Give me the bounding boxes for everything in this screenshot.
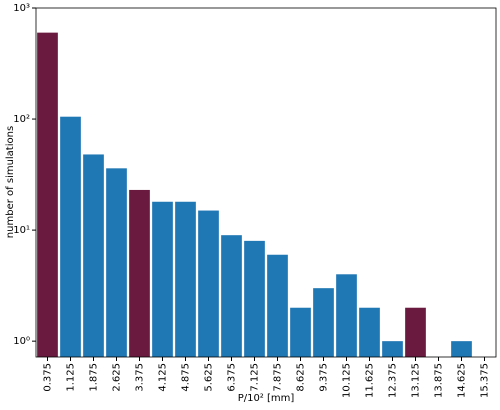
x-tick-label: 1.125 bbox=[66, 363, 77, 392]
bar bbox=[451, 341, 472, 357]
x-tick-label: 11.625 bbox=[365, 363, 376, 398]
y-tick-label: 10⁰ bbox=[13, 336, 30, 347]
bar bbox=[152, 201, 173, 357]
y-tick-label: 10² bbox=[13, 114, 30, 125]
bar bbox=[83, 154, 104, 357]
x-tick-label: 9.375 bbox=[319, 363, 330, 392]
x-tick-label: 7.875 bbox=[273, 363, 284, 392]
x-tick-label: 5.625 bbox=[204, 363, 215, 392]
bar bbox=[221, 235, 242, 357]
x-tick-label: 13.125 bbox=[411, 363, 422, 398]
bar bbox=[405, 307, 426, 357]
x-tick-label: 4.125 bbox=[158, 363, 169, 392]
bar bbox=[382, 341, 403, 357]
bar bbox=[313, 288, 334, 357]
bar bbox=[267, 254, 288, 357]
x-tick-label: 10.125 bbox=[342, 363, 353, 398]
bar bbox=[37, 32, 58, 358]
x-tick-label: 12.375 bbox=[388, 363, 399, 398]
bar bbox=[244, 240, 265, 357]
x-tick-label: 3.375 bbox=[135, 363, 146, 392]
x-tick-label: 8.625 bbox=[296, 363, 307, 392]
bar bbox=[129, 189, 150, 357]
bar bbox=[175, 201, 196, 357]
x-tick-label: 15.375 bbox=[480, 363, 491, 398]
bar bbox=[336, 274, 357, 357]
x-tick-label: 4.875 bbox=[181, 363, 192, 392]
plot-frame bbox=[35, 7, 497, 358]
y-tick-label: 10³ bbox=[13, 3, 30, 14]
x-tick-label: 1.875 bbox=[89, 363, 100, 392]
x-tick-label: 13.875 bbox=[434, 363, 445, 398]
x-tick-label: 0.375 bbox=[43, 363, 54, 392]
bar bbox=[359, 307, 380, 357]
x-tick-label: 14.625 bbox=[457, 363, 468, 398]
bar bbox=[106, 168, 127, 357]
y-axis-label: number of simulations bbox=[5, 126, 16, 238]
bar bbox=[198, 210, 219, 357]
x-tick-label: 6.375 bbox=[227, 363, 238, 392]
x-tick-label: 7.125 bbox=[250, 363, 261, 392]
x-axis-label: P/10² [mm] bbox=[238, 393, 295, 404]
y-tick-label: 10¹ bbox=[13, 225, 30, 236]
x-tick-label: 2.625 bbox=[112, 363, 123, 392]
bar bbox=[60, 116, 81, 357]
bar bbox=[290, 307, 311, 357]
